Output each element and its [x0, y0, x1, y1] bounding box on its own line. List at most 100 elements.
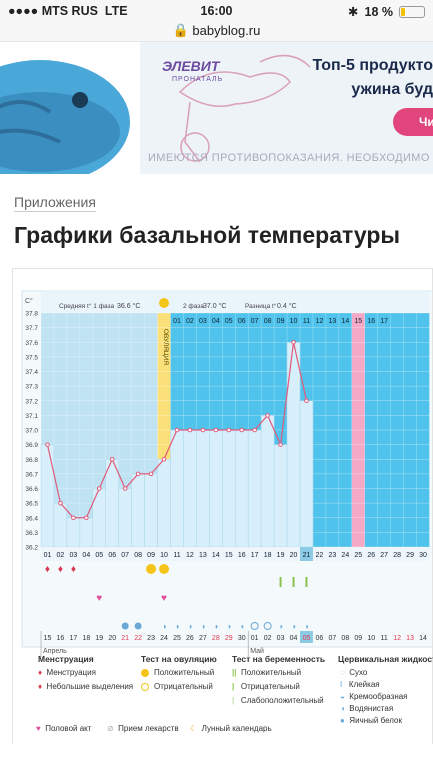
ad-banner[interactable]: ЭЛЕВИТ ПРОНАТАЛЬ Топ-5 продукто ужина бу… [0, 42, 433, 174]
today-marker [300, 547, 313, 561]
temperature-point [174, 427, 180, 433]
legend-pregnancy-negative: | Отрицательный [232, 682, 300, 691]
temperature-bar [157, 459, 171, 548]
cycle-day-label: 19 [277, 552, 285, 559]
y-tick-label: 36.8 [25, 457, 38, 464]
cycle-day-top-label: 13 [328, 318, 336, 325]
breadcrumb[interactable]: Приложения [14, 194, 96, 212]
fluid-watery-icon: ◑ [213, 622, 218, 631]
ad-brand: ЭЛЕВИТ [162, 58, 220, 74]
legend-pregnancy-negative-label: Отрицательный [240, 682, 300, 691]
legend-fluid-dry-label: Сухо [349, 668, 368, 677]
network-type: LTE [104, 4, 128, 18]
ad-read-button[interactable]: Чит [393, 108, 433, 136]
phase2-value: 37.0 °C [203, 302, 226, 310]
temperature-bar [53, 502, 68, 548]
temperature-bar [273, 444, 288, 548]
cycle-day-top-label: 09 [277, 318, 285, 325]
ad-title-line2: ужина буд [351, 81, 433, 98]
y-tick-label: 37.4 [25, 369, 38, 376]
calendar-date-label: 17 [69, 635, 77, 642]
url-text: babyblog.ru [192, 23, 261, 39]
legend-menstruation-title: Менструация [38, 654, 94, 664]
y-tick-label: 36.9 [25, 442, 38, 449]
temperature-point [200, 427, 206, 433]
battery-icon [399, 5, 425, 18]
calendar-date-label: 29 [225, 635, 233, 642]
calendar-date-label: 10 [367, 635, 375, 642]
temperature-point [291, 339, 296, 345]
legend-fluid-watery: ◑ Водянистая [340, 704, 393, 713]
calendar-date-label: 09 [354, 635, 362, 642]
fluid-watery-icon: ◑ [188, 622, 193, 631]
calendar-date-label: 15 [44, 635, 52, 642]
temperature-bar [235, 429, 249, 548]
signal-icon: ●●●● [8, 4, 39, 18]
day-axis-strip [41, 547, 430, 561]
cycle-day-top-label: 10 [290, 318, 298, 325]
cycle-day-label: 20 [290, 552, 298, 559]
temperature-point [252, 427, 257, 433]
temperature-point [265, 413, 270, 418]
ovulation-label: ОВУЛЯЦИЯ [162, 329, 169, 366]
lock-icon: 🔒 [172, 22, 189, 38]
calendar-date-label: 06 [316, 635, 324, 642]
temperature-point [135, 471, 141, 477]
faint-bar-icon: | [232, 696, 235, 705]
legend-pregnancy-weak: | Слабоположительный [232, 696, 324, 705]
temperature-point [45, 442, 50, 447]
temperature-point [226, 427, 232, 433]
clock: 16:00 [200, 4, 233, 18]
legend-ovulation-negative-label: Отрицательный [154, 682, 213, 691]
legend-moon-calendar[interactable]: ☾ Лунный календарь [190, 724, 272, 733]
cycle-day-label: 04 [82, 552, 90, 559]
calendar-date-label: 24 [160, 635, 168, 642]
cycle-day-label: 06 [108, 552, 116, 559]
cycle-day-top-label: 01 [173, 318, 181, 325]
cycle-day-label: 18 [264, 552, 272, 559]
calendar-date-label: 20 [108, 635, 116, 642]
empty-circle-icon [141, 682, 149, 691]
month-label: Май [250, 647, 264, 655]
stork-illustration [178, 54, 311, 163]
y-tick-label: 36.6 [25, 486, 38, 493]
carrier-label: ●●●● MTS RUS LTE [8, 4, 128, 18]
small-drop-icon: ♦ [38, 682, 43, 691]
legend-ovulation-test-title: Тест на овуляцию [141, 654, 217, 664]
cycle-day-label: 12 [186, 552, 194, 559]
legend-intercourse-label: Половой акт [45, 724, 92, 733]
calendar-date-label: 21 [121, 635, 129, 642]
temperature-point [71, 515, 76, 521]
half-drop-icon: ◑ [340, 704, 345, 713]
page-bottom [0, 744, 433, 770]
legend-menstruation-label: Менструация [46, 668, 96, 677]
legend-ovulation-positive: Положительный [141, 668, 214, 677]
bbt-chart: C° Средняя t° 1 фаза 36.6 °C 2 фаза 37.0 °C Р… [21, 290, 432, 657]
legend-fluid-dry: ◌ Сухо [340, 668, 367, 677]
cycle-day-label: 02 [57, 552, 65, 559]
legend-medication: ⊘ Прием лекарств [107, 724, 179, 733]
cycle-day-top-label: 03 [199, 318, 207, 325]
intercourse-heart-icon: ♥ [96, 593, 102, 604]
temperature-bar [196, 429, 210, 548]
address-bar[interactable]: 🔒 babyblog.ru [0, 22, 433, 42]
status-right: ✱ 18 % [348, 4, 425, 19]
temperature-bar [286, 342, 301, 548]
pill-icon: ⊘ [107, 724, 114, 733]
temperature-bar [260, 415, 275, 548]
y-tick-label: 36.5 [25, 501, 38, 508]
cycle-day-label: 10 [160, 552, 168, 559]
legend-pregnancy-positive-label: Положительный [240, 668, 302, 677]
temperature-bar [118, 488, 132, 548]
temperature-bar [105, 459, 119, 548]
cycle-day-label: 30 [419, 552, 427, 559]
intercourse-heart-icon: ♥ [161, 593, 167, 604]
single-bar-icon: | [232, 682, 235, 691]
legend-fluid-sticky: I Клейкая [340, 680, 380, 689]
chart-header-strip [41, 291, 430, 313]
calendar-date-label: 26 [186, 635, 194, 642]
fluid-dry-icon [263, 622, 272, 630]
diff-value: 0.4 °C [277, 302, 297, 310]
legend-fluid-sticky-label: Клейкая [348, 680, 380, 689]
bbt-chart-card: C° Средняя t° 1 фаза 36.6 °C 2 фаза 37.0 °C Р… [12, 268, 433, 746]
